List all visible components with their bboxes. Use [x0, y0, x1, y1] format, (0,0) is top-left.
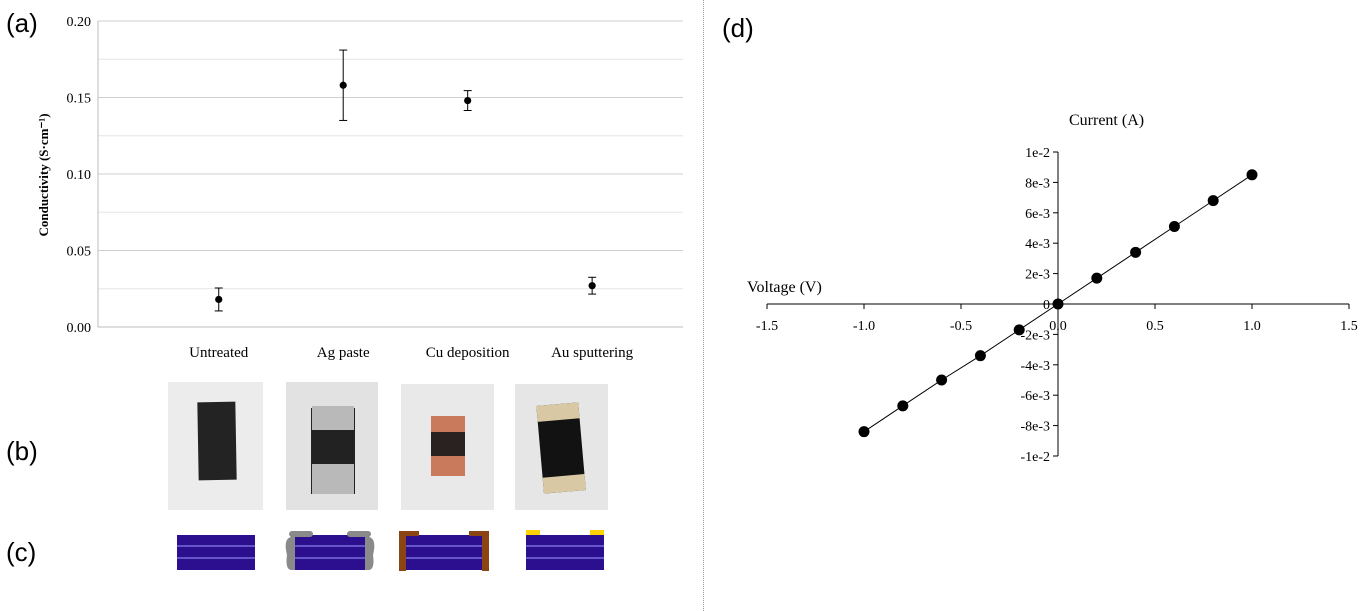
- y-tick-label: 0.05: [67, 245, 92, 260]
- x-tick-label: 0.5: [1146, 319, 1164, 334]
- y-axis-label: Conductivity (S·cm⁻¹): [36, 113, 51, 236]
- data-point: [1013, 324, 1025, 336]
- contact-schematic: [171, 525, 261, 578]
- x-tick-label: Untreated: [189, 345, 249, 361]
- sample-photo: [515, 384, 608, 510]
- data-point: [215, 295, 223, 304]
- x-tick-label: -1.0: [853, 319, 875, 334]
- y-tick-label: 8e-3: [1025, 176, 1050, 191]
- data-point: [1207, 195, 1219, 207]
- y-tick-label: 1e-2: [1025, 146, 1050, 161]
- x-tick-label: Au sputtering: [551, 345, 634, 361]
- x-tick-label: Cu deposition: [426, 345, 510, 361]
- data-point: [1130, 246, 1142, 258]
- y-tick-label: 4e-3: [1025, 237, 1050, 252]
- data-point: [588, 282, 596, 290]
- y-tick-label: -8e-3: [1020, 420, 1050, 435]
- iv-curve-chart: -1.5 -1.0 -0.5 0.0 0.5 1.0 1.5 -1e-2 -8e-3 -6e-3…: [747, 112, 1358, 465]
- data-point: [1246, 169, 1258, 181]
- data-point: [858, 426, 870, 438]
- y-tick-label: -4e-3: [1020, 359, 1050, 374]
- y-tick-label: -2e-3: [1020, 328, 1050, 343]
- sample-photo: [168, 382, 263, 510]
- panel-label-d: (d): [722, 13, 754, 43]
- data-point: [1052, 298, 1064, 310]
- panel-divider: [703, 0, 704, 611]
- y-tick-label: 0.10: [67, 168, 92, 183]
- data-point: [974, 350, 986, 362]
- panel-label-c: (c): [6, 537, 37, 567]
- x-tick-label: Ag paste: [317, 345, 370, 361]
- data-point: [1091, 272, 1103, 284]
- x-axis-label: Voltage (V): [747, 279, 822, 296]
- y-tick-label: -6e-3: [1020, 389, 1050, 404]
- contact-schematic: [520, 525, 610, 578]
- y-tick-label: 0.20: [67, 15, 92, 30]
- data-point: [339, 81, 347, 89]
- sample-photo: [401, 384, 494, 510]
- x-tick-label: 1.5: [1340, 319, 1358, 334]
- y-tick-label: -1e-2: [1020, 450, 1050, 465]
- y-tick-label: 0.15: [67, 92, 92, 107]
- panel-label-b: (b): [6, 436, 38, 466]
- data-point: [936, 374, 948, 386]
- x-tick-label: 0.0: [1049, 319, 1067, 334]
- x-tick-label: 1.0: [1243, 319, 1261, 334]
- sample-photo: [286, 382, 378, 510]
- x-tick-label: -0.5: [950, 319, 972, 334]
- contact-schematic: [399, 525, 489, 578]
- conductivity-chart: 0.00 0.05 0.10 0.15 0.20 Untreated Ag paste Cu…: [36, 15, 683, 361]
- y-tick-label: 0.00: [67, 321, 92, 336]
- y-tick-label: 0: [1043, 298, 1050, 313]
- y-axis-label: Current (A): [1069, 112, 1144, 129]
- y-tick-label: 2e-3: [1025, 268, 1050, 283]
- y-tick-label: 6e-3: [1025, 207, 1050, 222]
- data-point: [897, 400, 909, 412]
- data-point: [1168, 220, 1180, 232]
- data-point: [464, 96, 472, 105]
- x-tick-label: -1.5: [756, 319, 778, 334]
- contact-schematic: [285, 525, 375, 578]
- panel-label-a: (a): [6, 8, 38, 38]
